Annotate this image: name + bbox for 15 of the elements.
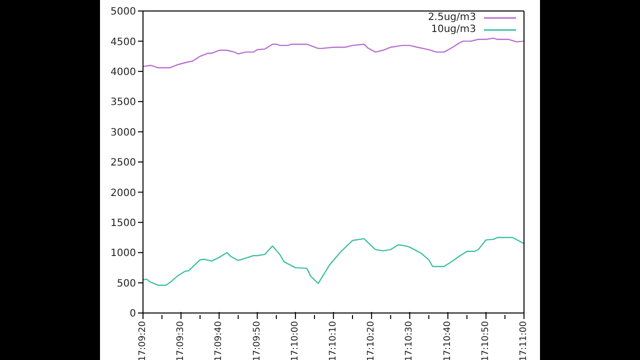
line-series	[143, 236, 524, 286]
legend-label: 10ug/m3	[431, 24, 476, 36]
y-tick-label: 0	[130, 308, 136, 320]
y-tick-label: 2500	[110, 158, 136, 169]
y-tick-label: 1000	[110, 248, 136, 260]
y-tick-label: 4500	[110, 36, 136, 48]
y-tick-label: 3000	[110, 127, 136, 138]
y-tick-label: 5000	[110, 6, 136, 18]
y-tick-label: 2000	[110, 188, 136, 199]
line-series	[143, 38, 524, 68]
y-tick-label: 1500	[110, 218, 136, 229]
y-tick-label: 4000	[110, 66, 136, 78]
y-tick-label: 500	[116, 278, 136, 290]
y-tick-label: 3500	[110, 97, 136, 108]
legend-label: 2.5ug/m3	[428, 12, 476, 24]
